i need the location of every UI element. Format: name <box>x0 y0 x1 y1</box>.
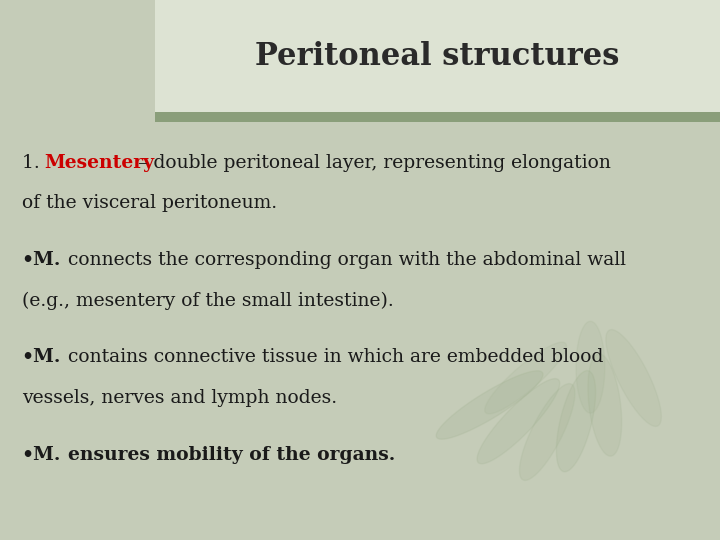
Text: •M.: •M. <box>22 348 61 366</box>
Polygon shape <box>588 354 621 456</box>
Bar <box>0 0 720 113</box>
Text: 1.: 1. <box>22 154 45 172</box>
Text: vessels, nerves and lymph nodes.: vessels, nerves and lymph nodes. <box>22 389 337 407</box>
Polygon shape <box>436 371 543 439</box>
Text: contains connective tissue in which are embedded blood: contains connective tissue in which are … <box>68 348 604 366</box>
Polygon shape <box>519 383 575 481</box>
Bar <box>0 0 155 113</box>
Text: of the visceral peritoneum.: of the visceral peritoneum. <box>22 194 276 212</box>
Text: Peritoneal structures: Peritoneal structures <box>255 41 620 72</box>
Text: Mesentery: Mesentery <box>45 154 155 172</box>
Polygon shape <box>606 329 662 427</box>
Polygon shape <box>557 370 595 472</box>
Polygon shape <box>576 321 605 413</box>
Text: •M.: •M. <box>22 446 61 463</box>
Text: •M.: •M. <box>22 251 61 269</box>
Bar <box>155 112 720 122</box>
Text: – double peritoneal layer, representing elongation: – double peritoneal layer, representing … <box>138 154 611 172</box>
Text: (e.g., mesentery of the small intestine).: (e.g., mesentery of the small intestine)… <box>22 292 393 310</box>
Polygon shape <box>477 379 559 464</box>
Text: connects the corresponding organ with the abdominal wall: connects the corresponding organ with th… <box>68 251 626 269</box>
Text: ensures mobility of the organs.: ensures mobility of the organs. <box>68 446 396 463</box>
Polygon shape <box>485 342 567 414</box>
